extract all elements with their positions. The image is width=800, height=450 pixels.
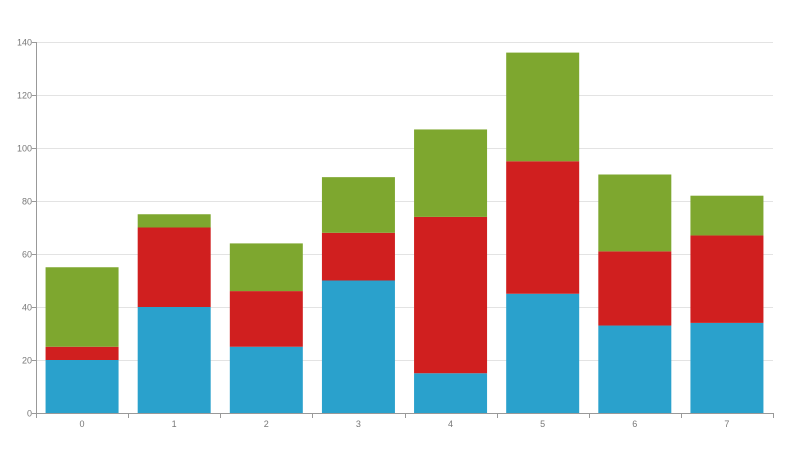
bar-segment-cat-4-series-2 xyxy=(414,129,488,217)
bar-segment-cat-4-series-1 xyxy=(414,216,488,374)
y-tick-label: 40 xyxy=(22,303,32,313)
y-tick-label: 140 xyxy=(17,38,32,48)
y-tick-label: 100 xyxy=(17,144,32,154)
bar-segment-cat-2-series-0 xyxy=(229,346,303,413)
bar-segment-cat-1-series-2 xyxy=(137,214,211,228)
bar-segment-cat-7-series-1 xyxy=(690,235,764,323)
x-tick-label: 1 xyxy=(172,419,177,429)
y-tick-label: 60 xyxy=(22,250,32,260)
x-tick-label: 3 xyxy=(356,419,361,429)
x-tick-label: 0 xyxy=(80,419,85,429)
bar-segment-cat-2-series-2 xyxy=(229,243,303,292)
bar-segment-cat-5-series-0 xyxy=(506,293,580,413)
y-tick-label: 80 xyxy=(22,197,32,207)
bar-segment-cat-6-series-0 xyxy=(598,325,672,413)
x-tick-label: 6 xyxy=(632,419,637,429)
bar-segment-cat-5-series-2 xyxy=(506,52,580,162)
bars xyxy=(45,52,764,413)
axes xyxy=(32,42,774,418)
bar-segment-cat-0-series-0 xyxy=(45,360,119,413)
bar-segment-cat-5-series-1 xyxy=(506,161,580,294)
y-tick-label: 20 xyxy=(22,356,32,366)
bar-segment-cat-1-series-1 xyxy=(137,227,211,307)
bar-segment-cat-1-series-0 xyxy=(137,307,211,413)
x-tick-label: 4 xyxy=(448,419,453,429)
bar-segment-cat-2-series-1 xyxy=(229,291,303,347)
bar-segment-cat-6-series-2 xyxy=(598,174,672,252)
y-tick-label: 120 xyxy=(17,91,32,101)
bar-segment-cat-3-series-0 xyxy=(321,280,395,413)
bar-segment-cat-3-series-2 xyxy=(321,177,395,233)
bar-segment-cat-0-series-2 xyxy=(45,267,119,347)
tick-labels: 0 20 40 60 80 100 120 140 0 1 2 3 4 5 6 7 xyxy=(17,38,729,430)
x-tick-label: 2 xyxy=(264,419,269,429)
x-tick-label: 7 xyxy=(724,419,729,429)
bar-segment-cat-6-series-1 xyxy=(598,251,672,326)
bar-segment-cat-7-series-0 xyxy=(690,322,764,413)
bar-segment-cat-0-series-1 xyxy=(45,346,119,360)
x-tick-label: 5 xyxy=(540,419,545,429)
bar-segment-cat-3-series-1 xyxy=(321,232,395,281)
y-tick-label: 0 xyxy=(27,409,32,419)
bar-segment-cat-4-series-0 xyxy=(414,373,488,413)
bar-segment-cat-7-series-2 xyxy=(690,195,764,236)
